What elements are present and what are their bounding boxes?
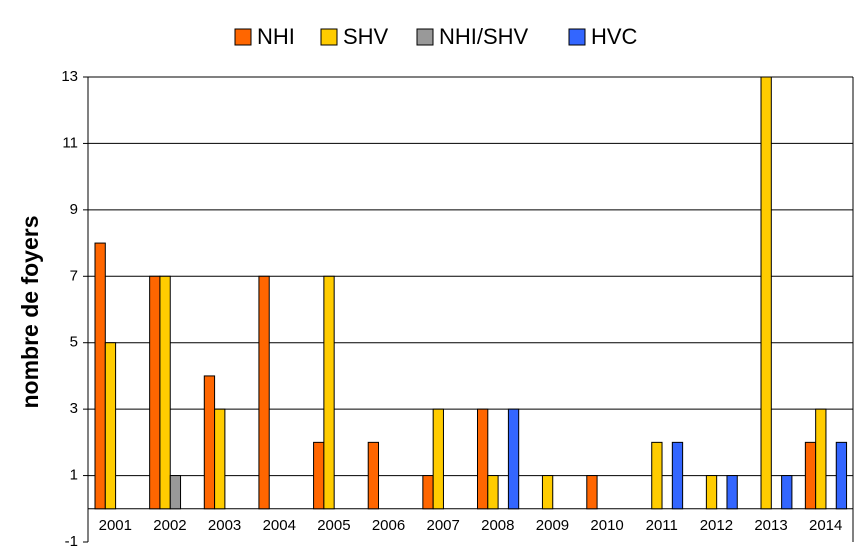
y-tick-label: 9 bbox=[70, 201, 78, 218]
y-tick-label: 1 bbox=[70, 467, 78, 484]
bar bbox=[258, 275, 270, 510]
bar bbox=[651, 441, 663, 510]
legend-label: NHI/SHV bbox=[439, 24, 529, 49]
x-tick-label: 2008 bbox=[481, 517, 514, 534]
bar bbox=[804, 441, 817, 510]
y-tick-label: 3 bbox=[70, 400, 78, 417]
bar bbox=[313, 441, 325, 510]
x-tick-label: 2004 bbox=[263, 517, 296, 534]
bar bbox=[149, 275, 161, 510]
bar bbox=[541, 475, 554, 510]
bar bbox=[705, 475, 718, 510]
x-tick-label: 2005 bbox=[317, 517, 350, 534]
bar bbox=[94, 242, 106, 510]
y-tick-label: 5 bbox=[70, 334, 78, 351]
bar bbox=[214, 408, 226, 510]
bar bbox=[507, 408, 520, 510]
bar bbox=[203, 375, 216, 510]
legend-label: SHV bbox=[343, 24, 389, 49]
x-tick-label: 2002 bbox=[153, 517, 186, 534]
y-axis-label: nombre de foyers bbox=[17, 216, 43, 409]
legend-swatch bbox=[568, 28, 586, 46]
legend-label: NHI bbox=[257, 24, 295, 49]
bar bbox=[432, 408, 444, 510]
x-tick-label: 2003 bbox=[208, 517, 241, 534]
bar bbox=[671, 441, 684, 510]
legend-label: HVC bbox=[591, 24, 638, 49]
x-tick-label: 2007 bbox=[426, 517, 459, 534]
x-tick-label: 2001 bbox=[99, 517, 132, 534]
bar bbox=[169, 475, 182, 510]
bar bbox=[422, 475, 434, 510]
bar bbox=[159, 275, 171, 510]
y-tick-label: 13 bbox=[61, 68, 78, 85]
x-tick-label: 2009 bbox=[536, 517, 569, 534]
x-tick-label: 2013 bbox=[754, 517, 787, 534]
legend-swatch bbox=[320, 28, 338, 46]
bar bbox=[487, 475, 499, 510]
bar bbox=[104, 342, 117, 510]
y-tick-label: 7 bbox=[70, 267, 78, 284]
bar bbox=[477, 408, 489, 510]
x-tick-label: 2012 bbox=[700, 517, 733, 534]
bar bbox=[835, 441, 848, 510]
x-tick-label: 2010 bbox=[590, 517, 623, 534]
y-tick-label: 11 bbox=[62, 134, 78, 151]
bar bbox=[367, 441, 380, 510]
bar bbox=[323, 275, 335, 510]
legend-swatch bbox=[416, 28, 434, 46]
x-tick-label: 2011 bbox=[646, 517, 678, 534]
x-tick-label: 2014 bbox=[809, 517, 842, 534]
y-tick-label: -1 bbox=[65, 533, 78, 550]
bar bbox=[726, 475, 738, 510]
legend-swatch bbox=[234, 28, 252, 46]
x-tick-label: 2006 bbox=[372, 517, 405, 534]
bar bbox=[815, 408, 827, 510]
bar bbox=[781, 475, 793, 510]
bar bbox=[586, 475, 598, 510]
bar bbox=[760, 76, 772, 510]
